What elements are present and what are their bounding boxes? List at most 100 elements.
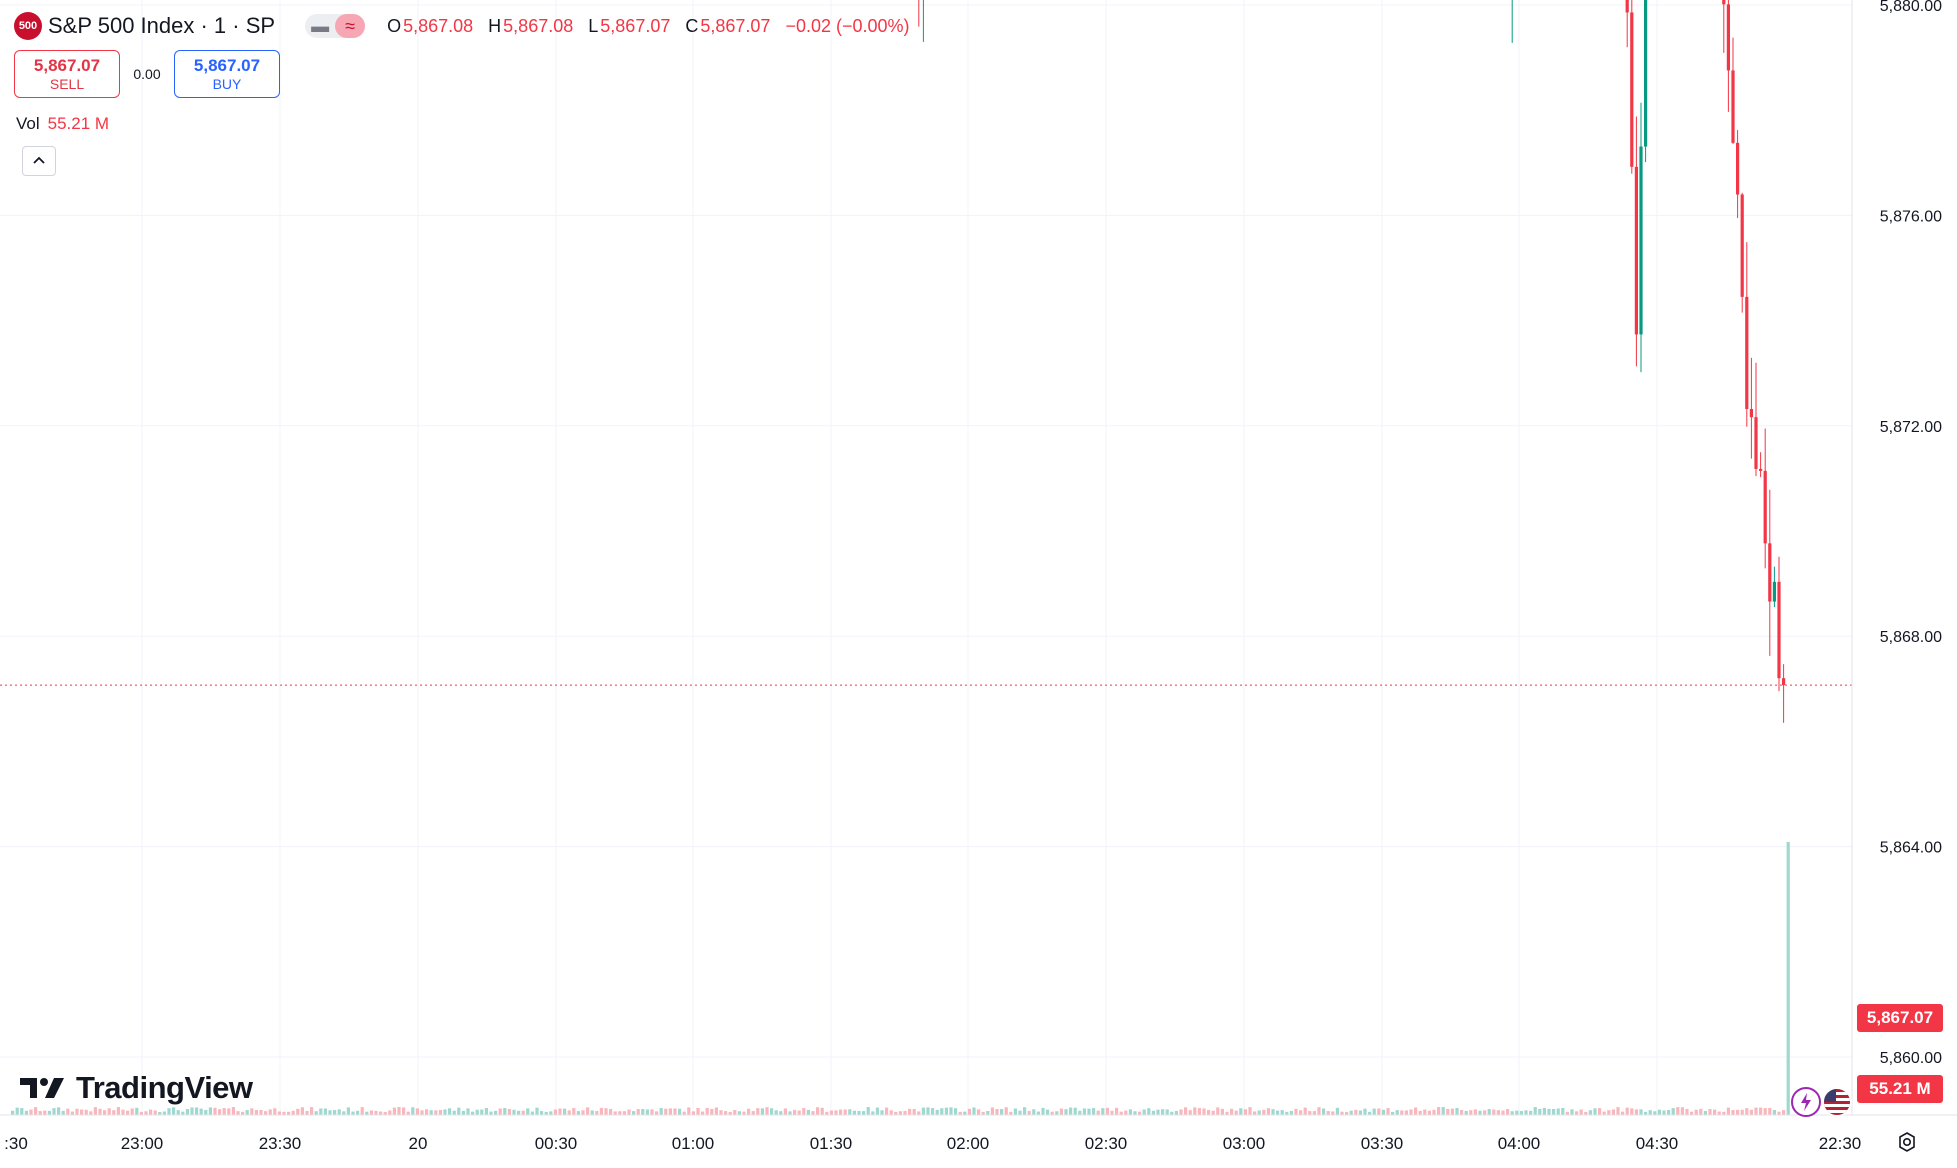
volume-bar bbox=[668, 1108, 672, 1115]
volume-bar bbox=[1266, 1108, 1270, 1115]
volume-bar bbox=[765, 1107, 769, 1115]
volume-bar bbox=[1142, 1109, 1146, 1115]
volume-bar bbox=[1345, 1111, 1349, 1115]
volume-bar bbox=[268, 1109, 272, 1115]
volume-bar bbox=[1009, 1111, 1013, 1115]
bars-style-icon[interactable]: ▬ bbox=[311, 15, 330, 36]
volume-bar bbox=[613, 1111, 617, 1115]
volume-bar bbox=[57, 1107, 61, 1115]
volume-bar bbox=[866, 1107, 870, 1115]
volume-bar bbox=[1257, 1110, 1261, 1115]
volume-bar bbox=[24, 1110, 28, 1115]
buy-button[interactable]: 5,867.07 BUY bbox=[174, 50, 280, 98]
trade-panel: 5,867.07 SELL 0.00 5,867.07 BUY bbox=[14, 50, 280, 98]
symbol-title[interactable]: S&P 500 Index · 1 · SP bbox=[48, 13, 276, 38]
volume-bar bbox=[1317, 1107, 1321, 1115]
volume-bar bbox=[158, 1111, 162, 1115]
volume-bar bbox=[839, 1109, 843, 1115]
volume-bar bbox=[1184, 1107, 1188, 1115]
volume-bar bbox=[93, 1107, 97, 1115]
volume-bar bbox=[70, 1111, 74, 1115]
volume-bar bbox=[760, 1108, 764, 1115]
volume-bar bbox=[1501, 1110, 1505, 1115]
volume-bar bbox=[1064, 1109, 1068, 1115]
volume-bar bbox=[691, 1111, 695, 1115]
time-axis[interactable]: :30 23:00 23:30 20 00:30 01:00 01:30 02:00 02:30… bbox=[4, 1134, 1861, 1153]
settings-gear-icon[interactable] bbox=[1893, 1128, 1921, 1156]
time-tick-label: 03:30 bbox=[1361, 1134, 1404, 1153]
buy-price: 5,867.07 bbox=[193, 56, 261, 75]
volume-bar bbox=[1575, 1111, 1579, 1115]
volume-bar bbox=[1423, 1109, 1427, 1115]
us-flag-icon[interactable] bbox=[1822, 1087, 1852, 1117]
sp500-logo-icon[interactable]: 500 bbox=[14, 12, 42, 40]
candle-body bbox=[1722, 0, 1726, 5]
volume-bar bbox=[1340, 1111, 1344, 1115]
price-axis[interactable]: 5,944.005,940.005,936.005,932.005,928.00… bbox=[1880, 0, 1942, 1067]
volume-bar bbox=[1004, 1107, 1008, 1115]
volume-bar bbox=[1147, 1108, 1151, 1115]
volume-bar bbox=[1699, 1108, 1703, 1115]
volume-bar bbox=[259, 1109, 263, 1115]
volume-bar bbox=[1749, 1109, 1753, 1115]
volume-bar bbox=[1602, 1111, 1606, 1115]
volume-bar bbox=[1368, 1111, 1372, 1115]
volume-bar bbox=[323, 1108, 327, 1115]
volume-bar bbox=[783, 1108, 787, 1115]
volume-bar bbox=[438, 1109, 442, 1115]
volume-bar bbox=[1616, 1107, 1620, 1115]
volume-bar bbox=[521, 1110, 525, 1115]
time-tick-label: 02:30 bbox=[1085, 1134, 1128, 1153]
volume-bar bbox=[1478, 1110, 1482, 1115]
collapse-legend-button[interactable] bbox=[22, 146, 56, 176]
sell-button[interactable]: 5,867.07 SELL bbox=[14, 50, 120, 98]
tradingview-logo[interactable]: TradingView bbox=[20, 1070, 253, 1106]
volume-bar bbox=[254, 1110, 258, 1115]
volume-bar bbox=[498, 1108, 502, 1115]
wave-style-icon[interactable]: ≈ bbox=[335, 14, 366, 38]
volume-bar bbox=[245, 1110, 249, 1115]
volume-bar bbox=[185, 1108, 189, 1115]
volume-bar bbox=[167, 1108, 171, 1115]
volume-bar bbox=[466, 1108, 470, 1115]
volume-bar bbox=[1621, 1111, 1625, 1115]
volume-bar bbox=[300, 1107, 304, 1115]
last-volume-label[interactable]: 55.21 M bbox=[1857, 1075, 1943, 1103]
volume-bar bbox=[1013, 1108, 1017, 1115]
volume-bar bbox=[576, 1111, 580, 1115]
volume-bar bbox=[1731, 1110, 1735, 1115]
volume-bar bbox=[264, 1111, 268, 1115]
volume-bar bbox=[816, 1107, 820, 1115]
volume-bar bbox=[411, 1107, 415, 1115]
volume-bar bbox=[1487, 1109, 1491, 1115]
volume-bar bbox=[1036, 1111, 1040, 1115]
volume-bar bbox=[1685, 1108, 1689, 1115]
volume-bar bbox=[544, 1111, 548, 1115]
volume-bar bbox=[618, 1111, 622, 1115]
volume-bar bbox=[379, 1111, 383, 1115]
volume-bar bbox=[779, 1111, 783, 1115]
volume-bar bbox=[622, 1111, 626, 1115]
volume-bar bbox=[236, 1111, 240, 1115]
tradingview-logo-icon bbox=[20, 1078, 64, 1098]
volume-bar bbox=[1570, 1109, 1574, 1115]
chart-style-toggle[interactable]: ▬ ≈ bbox=[305, 14, 366, 38]
volume-bar bbox=[29, 1109, 33, 1115]
volume-bar bbox=[1510, 1111, 1514, 1115]
volume-bar bbox=[1552, 1108, 1556, 1115]
volume-bar bbox=[1197, 1108, 1201, 1115]
volume-bar bbox=[296, 1108, 300, 1115]
price-tick-label: 5,868.00 bbox=[1880, 629, 1942, 646]
volume-bar bbox=[489, 1111, 493, 1115]
volume-bar bbox=[112, 1110, 116, 1115]
last-price-label[interactable]: 5,867.07 bbox=[1857, 1004, 1943, 1032]
symbol-legend: 500 S&P 500 Index · 1 · SP ▬ ≈ O 5,867.08… bbox=[14, 10, 912, 42]
candle-body bbox=[1768, 543, 1772, 602]
volume-bar bbox=[1496, 1110, 1500, 1115]
lightning-icon[interactable] bbox=[1791, 1087, 1821, 1117]
volume-bar bbox=[1607, 1110, 1611, 1115]
time-tick-label: 04:00 bbox=[1498, 1134, 1541, 1153]
volume-bar bbox=[857, 1110, 861, 1115]
volume-label[interactable]: Vol bbox=[16, 114, 40, 133]
